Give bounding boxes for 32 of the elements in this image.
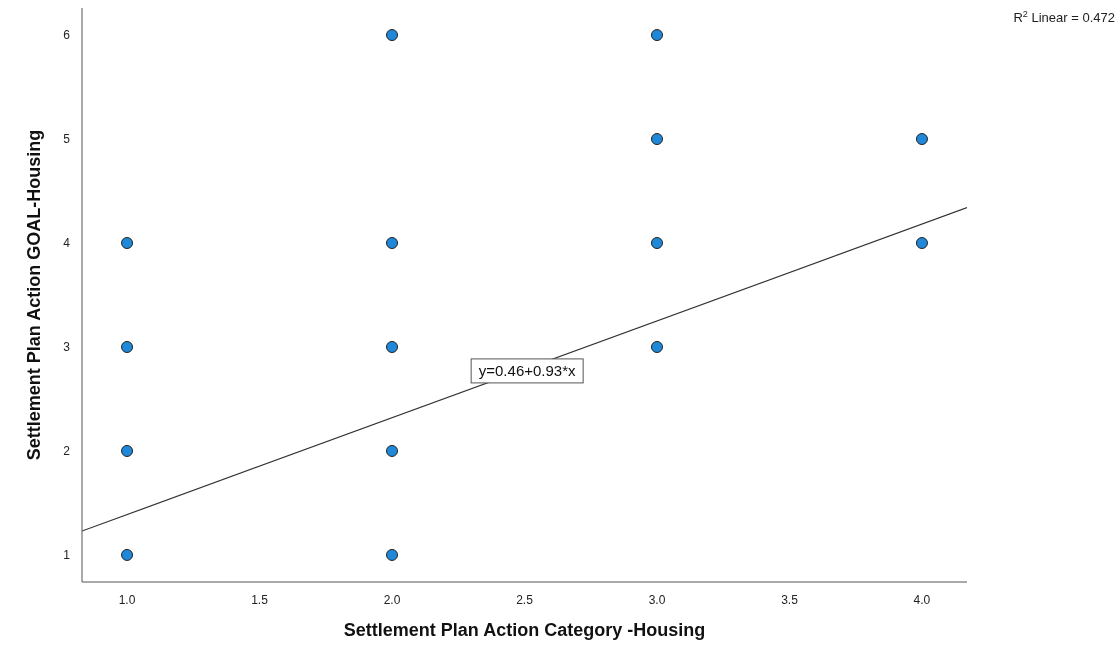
point: [386, 444, 399, 457]
point: [121, 548, 134, 561]
y-tick-label: 4: [63, 236, 71, 251]
point: [121, 340, 134, 353]
x-axis-title: Settlement Plan Action Category -Housing: [343, 620, 706, 640]
point: [650, 237, 663, 250]
x-tick-label: 3.0: [648, 593, 666, 607]
point: [121, 444, 134, 457]
y-tick-label: 6: [63, 28, 71, 43]
y-tick-label: 1: [63, 547, 71, 562]
x-tick-label: 1.0: [118, 593, 136, 607]
point: [650, 340, 663, 353]
point: [121, 237, 134, 250]
y-tick-label: 3: [63, 339, 71, 354]
point: [386, 340, 399, 353]
y-tick-label: 2: [63, 443, 71, 458]
x-tick-label: 2.0: [383, 593, 401, 607]
point: [386, 548, 399, 561]
x-tick-label: 3.5: [781, 593, 799, 607]
point: [915, 133, 928, 146]
y-axis-title: Settlement Plan Action GOAL-Housing: [24, 129, 44, 461]
point: [386, 237, 399, 250]
y-tick-label: 5: [63, 132, 71, 147]
point: [650, 133, 663, 146]
x-tick-label: 4.0: [913, 593, 931, 607]
point: [915, 237, 928, 250]
point: [386, 29, 399, 42]
x-tick-label: 1.5: [251, 593, 269, 607]
text: R$^{2}$ Linear = 0.472: [1013, 9, 1115, 25]
annotation: y=0.46+0.93*x: [478, 361, 577, 379]
x-tick-label: 2.5: [516, 593, 534, 607]
point: [650, 29, 663, 42]
